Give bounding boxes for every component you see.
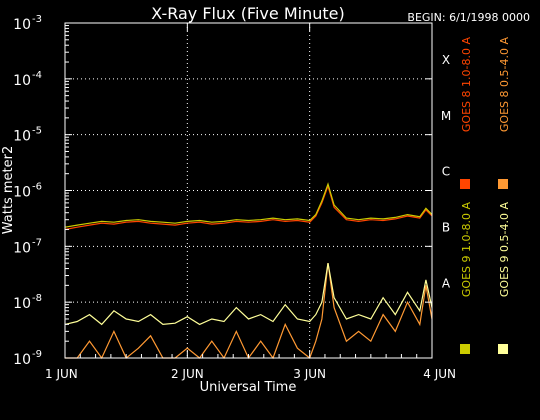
legend: GOES 8 1.0-8.0 A GOES 9 1.0-8.0 A GOES 8 0… — [460, 37, 511, 354]
y-tick-mantissa: 10 — [13, 73, 31, 89]
x-tick-label: 2 JUN — [171, 367, 204, 381]
y-tick-label: 10 -6 — [13, 182, 42, 201]
flare-class-label: A — [442, 276, 451, 290]
y-tick-exponent: -3 — [32, 14, 42, 25]
y-tick-exponent: -5 — [32, 126, 42, 137]
y-tick-exponent: -6 — [32, 182, 42, 193]
legend-label: GOES 8 1.0-8.0 A — [460, 37, 473, 133]
legend-label: GOES 9 1.0-8.0 A — [460, 202, 473, 298]
x-tick-label: 3 JUN — [293, 367, 326, 381]
flare-class-label: C — [442, 165, 450, 179]
y-tick-label: 10 -5 — [13, 126, 42, 145]
y-tick-mantissa: 10 — [13, 240, 31, 256]
legend-label: GOES 8 0.5-4.0 A — [498, 37, 511, 133]
x-tick-label: 4 JUN — [423, 367, 456, 381]
y-tick-mantissa: 10 — [13, 185, 31, 201]
series-lines — [64, 182, 433, 360]
series-line — [64, 262, 433, 326]
legend-entry: GOES 8 0.5-4.0 A — [498, 37, 511, 189]
legend-entry: GOES 8 1.0-8.0 A — [460, 37, 473, 189]
y-axis-label: Watts meter2 — [1, 146, 16, 234]
flare-class-label: X — [442, 53, 450, 67]
series-line — [64, 184, 433, 231]
legend-swatch — [460, 344, 470, 354]
x-tick-label: 1 JUN — [45, 367, 78, 381]
legend-swatch — [460, 179, 470, 189]
y-tick-exponent: -8 — [32, 293, 42, 304]
y-tick-exponent: -7 — [32, 237, 42, 248]
x-axis-ticks: 1 JUN 2 JUN 3 JUN 4 JUN — [45, 23, 456, 381]
y-tick-mantissa: 10 — [13, 129, 31, 145]
y-tick-label: 10 -7 — [13, 237, 42, 256]
chart-title: X-Ray Flux (Five Minute) — [151, 4, 344, 23]
legend-swatch — [498, 179, 508, 189]
legend-entry: GOES 9 1.0-8.0 A — [460, 202, 473, 354]
series-line — [64, 182, 433, 228]
y-tick-label: 10 -4 — [13, 70, 42, 89]
y-axis-ticks: 10-910-810-710-610-510-410-3 — [13, 14, 432, 368]
y-tick-mantissa: 10 — [13, 352, 31, 368]
y-tick-exponent: -4 — [32, 70, 42, 81]
begin-label: BEGIN: 6/1/1998 0000 — [407, 11, 530, 24]
flare-class-label: B — [442, 220, 450, 234]
series-line — [65, 263, 433, 360]
flare-class-labels: A B C M X — [441, 53, 451, 290]
y-tick-mantissa: 10 — [13, 17, 31, 33]
y-tick-mantissa: 10 — [13, 296, 31, 312]
legend-label: GOES 9 0.5-4.0 A — [498, 202, 511, 298]
x-axis-label: Universal Time — [200, 380, 297, 395]
y-tick-exponent: -9 — [32, 349, 42, 360]
legend-swatch — [498, 344, 508, 354]
y-tick-label: 10 -9 — [13, 349, 42, 368]
legend-entry: GOES 9 0.5-4.0 A — [498, 202, 511, 354]
flare-class-label: M — [441, 109, 451, 123]
y-tick-label: 10 -3 — [13, 14, 42, 33]
y-tick-label: 10 -8 — [13, 293, 42, 312]
